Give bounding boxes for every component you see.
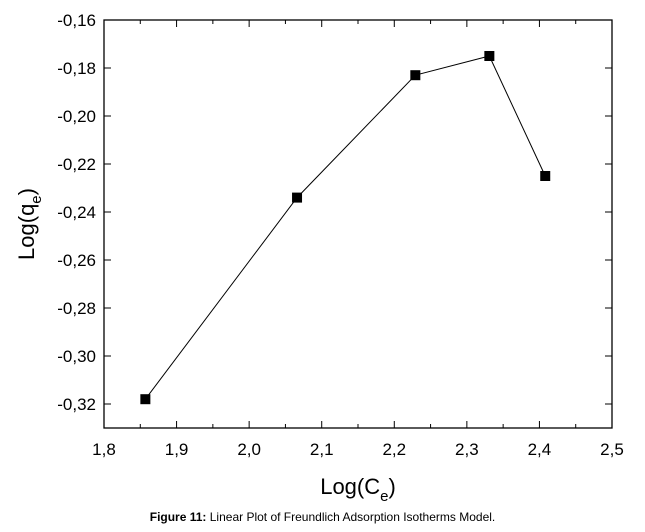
x-tick-label: 1,8: [92, 440, 116, 459]
y-tick-label: -0,28: [57, 299, 96, 318]
y-tick-label: -0,24: [57, 203, 96, 222]
y-axis-title: Log(qe): [14, 188, 45, 260]
y-tick-label: -0,22: [57, 155, 96, 174]
y-tick-label: -0,18: [57, 59, 96, 78]
axis-ticks: [103, 19, 613, 428]
data-point: [292, 192, 303, 203]
caption-lead: Figure 11:: [149, 510, 207, 524]
y-tick-label: -0,20: [57, 107, 96, 126]
x-tick-label: 2,2: [382, 440, 406, 459]
x-axis-title: Log(Ce): [320, 474, 396, 505]
y-tick-label: -0,26: [57, 251, 96, 270]
x-tick-label: 2,4: [528, 440, 552, 459]
data-point: [484, 51, 495, 61]
y-tick-label: -0,32: [57, 395, 96, 414]
y-tick-label: -0,16: [57, 11, 96, 30]
data-point: [540, 171, 551, 181]
figure-caption: Figure 11: Linear Plot of Freundlich Ads…: [0, 510, 645, 524]
data-point: [410, 70, 421, 81]
plot-frame: [103, 19, 613, 429]
freundlich-chart: 1,8 1,9 2,0 2,1 2,2 2,3 2,4 2,5 -0,16 -0,18 -0,20…: [14, 11, 624, 505]
data-point: [140, 394, 151, 405]
x-tick-label: 2,5: [600, 440, 624, 459]
series-line: [144, 55, 546, 400]
x-tick-label: 2,3: [455, 440, 479, 459]
caption-text: Linear Plot of Freundlich Adsorption Iso…: [206, 510, 496, 524]
series-markers: [140, 51, 551, 405]
x-tick-label: 1,9: [165, 440, 189, 459]
y-tick-labels: -0,16 -0,18 -0,20 -0,22 -0,24 -0,26 -0,28 -0,30…: [57, 11, 96, 414]
x-tick-labels: 1,8 1,9 2,0 2,1 2,2 2,3 2,4 2,5: [92, 440, 624, 459]
y-tick-label: -0,30: [57, 347, 96, 366]
x-tick-label: 2,0: [237, 440, 261, 459]
x-tick-label: 2,1: [310, 440, 334, 459]
